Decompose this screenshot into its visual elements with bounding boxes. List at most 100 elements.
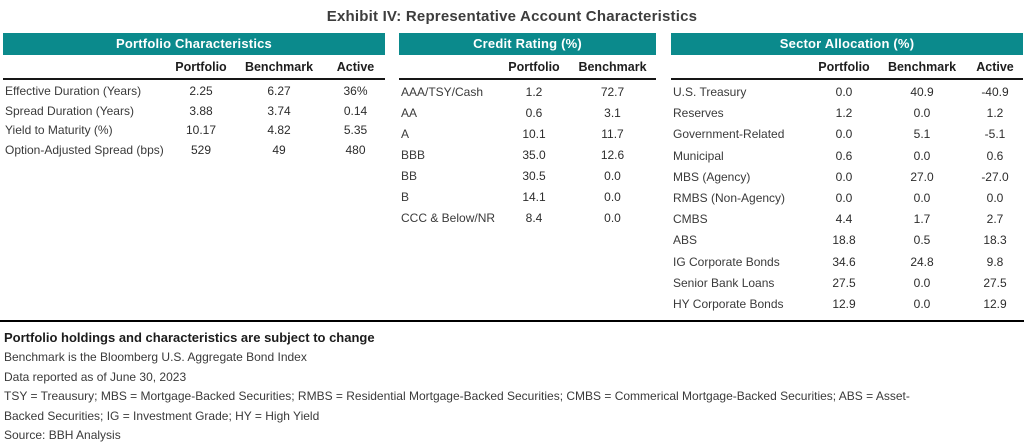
cell-value: 27.0 — [910, 169, 934, 184]
row-label: CCC & Below/NR — [401, 211, 496, 225]
cell-value: 49 — [272, 142, 286, 157]
table-body: U.S. Treasury 0.0 40.9 -40.9 Reserves 1.2 0.0 1… — [671, 80, 1023, 315]
row-label: BBB — [401, 148, 426, 162]
cell-value: 34.6 — [832, 254, 856, 269]
table-body: Effective Duration (Years) 2.25 6.27 36% Spr… — [3, 80, 385, 160]
row-label: Government-Related — [673, 127, 785, 142]
cell-value: 0.0 — [913, 148, 931, 163]
row-label: Senior Bank Loans — [673, 275, 775, 290]
cell-value: 11.7 — [601, 127, 624, 141]
row-label: ABS — [673, 233, 698, 248]
cell-value: 0.0 — [913, 296, 931, 311]
footnotes: Portfolio holdings and characteristics a… — [0, 322, 1024, 445]
column-header: Active — [336, 60, 375, 74]
table-title-bar: Credit Rating (%) — [399, 33, 656, 55]
table-row: A 10.1 11.7 — [399, 124, 656, 145]
table-row: CMBS 4.4 1.7 2.7 — [671, 209, 1023, 230]
cell-value: 3.1 — [604, 106, 621, 120]
portfolio-characteristics-table: Portfolio Characteristics Portfolio Bench… — [3, 33, 385, 160]
cell-value: 0.0 — [604, 211, 621, 225]
footnote-source: Source: BBH Analysis — [4, 428, 121, 443]
cell-value: 4.4 — [835, 212, 853, 227]
column-header-spacer — [399, 60, 499, 74]
row-label: Spread Duration (Years) — [5, 103, 134, 118]
table-row: Effective Duration (Years) 2.25 6.27 36% — [3, 82, 385, 102]
row-label: MBS (Agency) — [673, 169, 751, 184]
row-label: A — [401, 127, 410, 141]
column-header: Portfolio — [818, 60, 870, 74]
column-header-row: Portfolio Benchmark Active — [3, 55, 385, 80]
table-row: Government-Related 0.0 5.1 -5.1 — [671, 124, 1023, 145]
cell-value: 0.0 — [835, 190, 853, 205]
column-header-spacer — [3, 60, 170, 74]
cell-value: 480 — [345, 142, 366, 157]
footnote-benchmark: Benchmark is the Bloomberg U.S. Aggregat… — [4, 350, 307, 365]
row-label: Option-Adjusted Spread (bps) — [5, 142, 164, 157]
row-label: CMBS — [673, 212, 708, 227]
cell-value: 0.0 — [835, 85, 853, 99]
cell-value: 5.35 — [343, 123, 368, 137]
cell-value: 0.0 — [913, 275, 931, 290]
footnote-abbreviations: TSY = Treausury; MBS = Mortgage-Backed S… — [4, 389, 910, 423]
cell-value: -40.9 — [981, 85, 1009, 99]
cell-value: 8.4 — [525, 211, 543, 225]
cell-value: 24.8 — [910, 254, 934, 269]
table-row: CCC & Below/NR 8.4 0.0 — [399, 208, 656, 229]
table-row: U.S. Treasury 0.0 40.9 -40.9 — [671, 82, 1023, 103]
column-header: Active — [976, 60, 1014, 74]
cell-value: -27.0 — [981, 169, 1009, 184]
table-row: Yield to Maturity (%) 10.17 4.82 5.35 — [3, 121, 385, 141]
row-label: IG Corporate Bonds — [673, 254, 780, 269]
cell-value: 12.9 — [983, 296, 1007, 311]
cell-value: 10.1 — [522, 127, 546, 141]
cell-value: 0.6 — [525, 106, 543, 120]
column-header: Portfolio — [175, 60, 227, 74]
row-label: RMBS (Non-Agency) — [673, 190, 786, 205]
cell-value: 3.74 — [267, 103, 291, 118]
row-label: AAA/TSY/Cash — [401, 85, 484, 99]
cell-value: 0.5 — [913, 233, 931, 248]
row-label: Effective Duration (Years) — [5, 84, 142, 98]
cell-value: 1.2 — [986, 106, 1004, 121]
table-row: MBS (Agency) 0.0 27.0 -27.0 — [671, 167, 1023, 188]
table-title-bar: Sector Allocation (%) — [671, 33, 1023, 55]
footnote-disclaimer: Portfolio holdings and characteristics a… — [4, 330, 375, 346]
cell-value: 72.7 — [600, 85, 625, 99]
table-row: IG Corporate Bonds 34.6 24.8 9.8 — [671, 252, 1023, 273]
cell-value: 0.0 — [604, 169, 621, 183]
table-row: BBB 35.0 12.6 — [399, 145, 656, 166]
cell-value: 9.8 — [986, 254, 1004, 269]
table-row: Reserves 1.2 0.0 1.2 — [671, 103, 1023, 124]
cell-value: 35.0 — [522, 148, 546, 162]
cell-value: 0.0 — [913, 106, 931, 121]
exhibit-title: Exhibit IV: Representative Account Chara… — [326, 8, 698, 25]
cell-value: 12.6 — [600, 148, 625, 162]
row-label: HY Corporate Bonds — [673, 296, 784, 311]
cell-value: 12.9 — [832, 296, 856, 311]
column-header: Benchmark — [887, 60, 957, 74]
cell-value: 27.5 — [832, 275, 856, 290]
row-label: AA — [401, 106, 418, 120]
footnote-asof-date: Data reported as of June 30, 2023 — [4, 369, 187, 384]
cell-value: 4.82 — [267, 123, 291, 137]
column-header-row: Portfolio Benchmark Active — [671, 55, 1023, 80]
column-header: Portfolio — [508, 60, 560, 74]
cell-value: 0.0 — [835, 169, 853, 184]
table-row: Senior Bank Loans 27.5 0.0 27.5 — [671, 273, 1023, 294]
cell-value: 40.9 — [910, 85, 934, 99]
cell-value: 0.6 — [835, 148, 853, 163]
cell-value: 0.0 — [986, 190, 1004, 205]
row-label: BB — [401, 169, 418, 183]
table-row: AAA/TSY/Cash 1.2 72.7 — [399, 82, 656, 103]
table-body: AAA/TSY/Cash 1.2 72.7 AA 0.6 3.1 A 10.1 11.7 BBB 3… — [399, 80, 656, 229]
cell-value: 0.0 — [913, 190, 931, 205]
table-row: RMBS (Non-Agency) 0.0 0.0 0.0 — [671, 188, 1023, 209]
cell-value: 3.88 — [189, 103, 213, 118]
table-row: BB 30.5 0.0 — [399, 166, 656, 187]
table-row: Option-Adjusted Spread (bps) 529 49 480 — [3, 141, 385, 161]
cell-value: 18.8 — [832, 233, 856, 248]
column-header-spacer — [671, 60, 811, 74]
cell-value: 0.14 — [343, 103, 368, 118]
cell-value: 529 — [190, 142, 212, 157]
cell-value: 0.0 — [835, 127, 853, 142]
